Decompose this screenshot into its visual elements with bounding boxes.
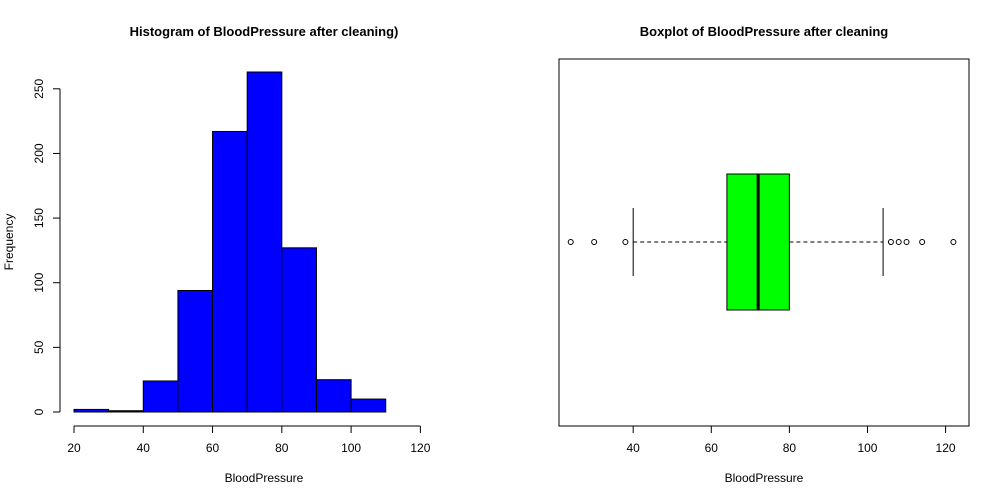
histogram-title: Histogram of BloodPressure after cleanin… — [130, 24, 399, 39]
boxplot-x-tick-label: 120 — [936, 441, 956, 455]
boxplot-outlier-point — [622, 239, 629, 245]
histogram-y-axis-label: Frequency — [2, 214, 16, 271]
histogram-bar — [315, 379, 352, 413]
histogram-bars — [73, 71, 387, 413]
boxplot-outlier-point — [895, 239, 902, 245]
boxplot-outlier-point — [903, 239, 910, 245]
boxplot-x-tick-label: 80 — [783, 441, 797, 455]
histogram-x-axis: 20 40 60 80 100 120 — [67, 425, 431, 455]
histogram-x-tick-label: 120 — [410, 441, 430, 455]
boxplot-outlier-point — [567, 239, 574, 245]
boxplot-x-tick-label: 40 — [627, 441, 641, 455]
boxplot-title: Boxplot of BloodPressure after cleaning — [640, 24, 889, 39]
boxplot-elements — [567, 173, 957, 311]
histogram-bar — [108, 410, 144, 413]
histogram-bar — [142, 380, 179, 413]
boxplot-outlier-point — [950, 239, 957, 245]
histogram-y-tick-label: 50 — [32, 340, 46, 354]
histogram-bar — [281, 247, 317, 413]
histogram-y-tick-label: 0 — [32, 408, 46, 415]
histogram-y-tick-label: 250 — [32, 78, 46, 98]
histogram-bar — [177, 289, 214, 413]
boxplot-x-tick-label: 100 — [857, 441, 877, 455]
histogram-x-tick-label: 100 — [341, 441, 361, 455]
histogram-bar — [73, 408, 110, 413]
histogram-bar — [246, 71, 283, 413]
histogram-bar — [350, 398, 387, 413]
histogram-panel: Histogram of BloodPressure after cleanin… — [2, 24, 431, 485]
boxplot-outlier-point — [919, 239, 926, 245]
histogram-y-tick-label: 100 — [32, 272, 46, 292]
histogram-x-axis-label: BloodPressure — [225, 471, 304, 485]
histogram-y-tick-label: 200 — [32, 143, 46, 163]
histogram-x-tick-label: 40 — [137, 441, 151, 455]
histogram-x-tick-label: 80 — [275, 441, 289, 455]
boxplot-x-axis: 40 60 80 100 120 — [627, 425, 956, 455]
boxplot-outlier-point — [887, 239, 894, 245]
histogram-x-tick-label: 60 — [206, 441, 220, 455]
histogram-y-axis: 0 50 100 150 200 250 — [32, 78, 61, 415]
boxplot-outlier-point — [591, 239, 598, 245]
histogram-x-tick-label: 20 — [67, 441, 81, 455]
boxplot-x-axis-label: BloodPressure — [725, 471, 804, 485]
histogram-y-tick-label: 150 — [32, 208, 46, 228]
boxplot-panel: Boxplot of BloodPressure after cleaning … — [558, 24, 970, 485]
boxplot-x-tick-label: 60 — [705, 441, 719, 455]
histogram-bar — [212, 130, 248, 413]
